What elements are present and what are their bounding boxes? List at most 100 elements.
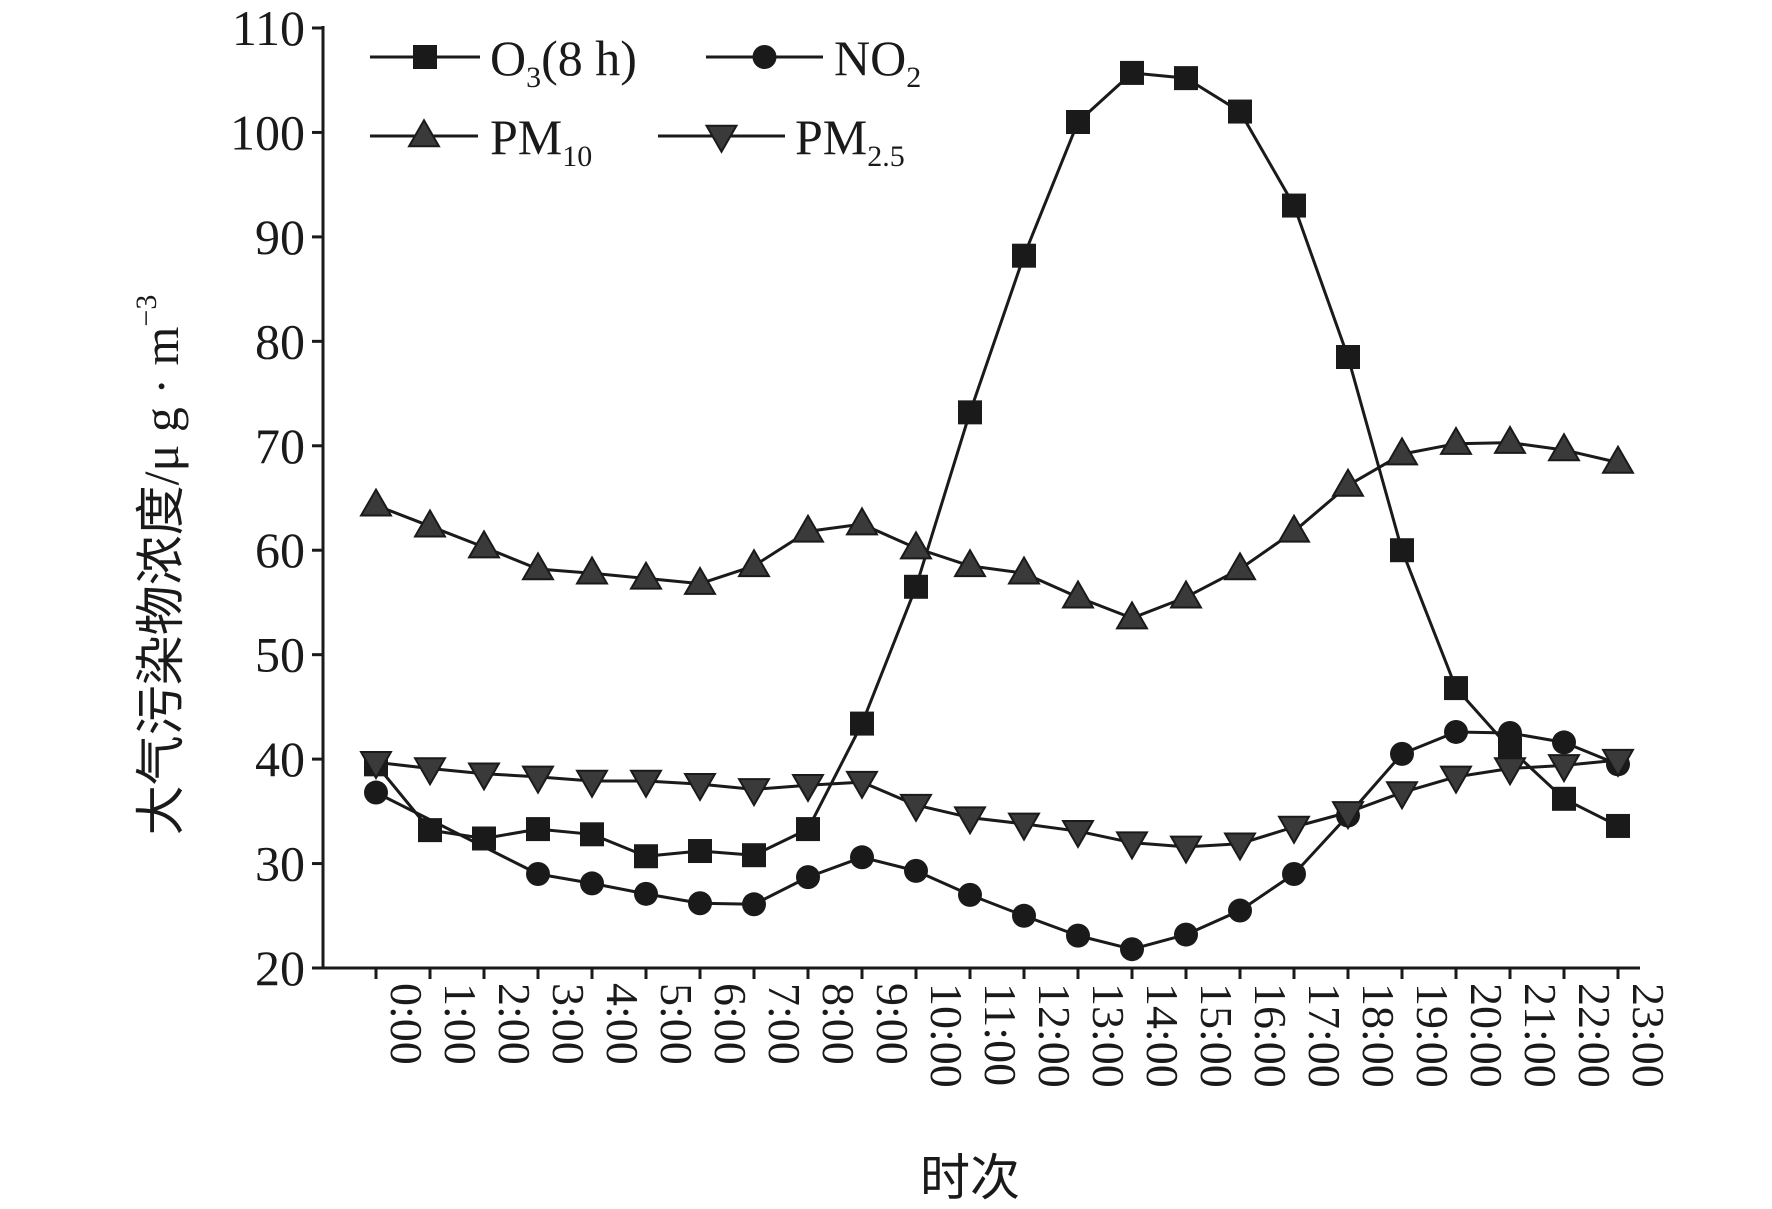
data-point [1228, 99, 1252, 124]
data-point [1277, 513, 1311, 543]
legend-label: NO2 [834, 30, 921, 94]
data-point [899, 530, 933, 560]
x-tick-label: 8:00 [813, 983, 864, 1065]
data-point [1061, 579, 1095, 609]
data-point [629, 560, 663, 590]
data-point [850, 845, 874, 870]
legend-marker [407, 118, 441, 148]
data-point [953, 806, 987, 836]
data-point [1444, 676, 1468, 701]
data-point [958, 882, 982, 907]
data-point [1223, 832, 1257, 862]
series-line [374, 71, 1619, 858]
y-axis-title-main: 大气污染物浓度/μ g · m [133, 326, 189, 835]
data-point [629, 769, 663, 799]
data-point [1120, 60, 1144, 85]
data-point [1331, 467, 1365, 497]
series-line [375, 758, 1619, 849]
x-tick-label: 21:00 [1515, 983, 1566, 1088]
data-point [737, 548, 771, 578]
x-tick-label: 14:00 [1137, 983, 1188, 1088]
data-point [521, 551, 555, 581]
legend-marker [752, 45, 777, 69]
data-point [688, 891, 712, 916]
data-point [958, 400, 982, 425]
x-tick-label: 13:00 [1083, 983, 1134, 1088]
x-tick-label: 5:00 [651, 983, 702, 1065]
series-line [375, 441, 1619, 620]
data-point [1174, 922, 1198, 947]
data-point [467, 762, 501, 792]
data-point [742, 843, 766, 868]
data-point [1012, 903, 1036, 928]
data-point [796, 865, 820, 890]
data-point [1061, 819, 1095, 849]
data-point [1385, 781, 1419, 811]
y-tick-label: 20 [255, 940, 305, 996]
data-point [683, 565, 717, 595]
data-point [1547, 754, 1581, 784]
data-point [1336, 345, 1360, 369]
data-point [1552, 730, 1576, 755]
x-tick-label: 15:00 [1191, 983, 1242, 1088]
series-3 [359, 748, 1635, 865]
series-2 [359, 424, 1635, 630]
data-point [1601, 748, 1635, 778]
data-point [1282, 862, 1306, 886]
y-tick-label: 50 [255, 627, 305, 683]
data-point [1169, 835, 1203, 865]
legend: O3(8 h) NO2 PM10 PM2.5 [370, 30, 921, 173]
legend-item: NO2 [706, 30, 921, 94]
data-point [1439, 425, 1473, 455]
data-point [688, 839, 712, 864]
legend-marker [413, 45, 437, 69]
data-point [1115, 831, 1149, 861]
data-point [1223, 551, 1257, 581]
x-tick-label: 16:00 [1245, 983, 1296, 1088]
x-tick-label: 20:00 [1461, 983, 1512, 1088]
data-point [1439, 765, 1473, 795]
x-tick-label: 19:00 [1407, 983, 1458, 1088]
y-tick-label: 30 [255, 836, 305, 892]
data-point [1493, 424, 1527, 454]
data-point [953, 548, 987, 578]
data-point [1498, 721, 1522, 745]
x-tick-label: 23:00 [1623, 983, 1674, 1088]
data-point [791, 773, 825, 803]
data-point [359, 487, 393, 517]
data-point [634, 844, 658, 869]
legend-item: PM2.5 [658, 109, 905, 173]
series-line [375, 730, 1619, 951]
x-axis-title: 时次 [920, 1150, 1020, 1206]
svg-text:大气污染物浓度/μ g · m−3: 大气污染物浓度/μ g · m−3 [130, 295, 189, 836]
y-tick-label: 100 [230, 104, 305, 160]
x-tick-label: 9:00 [867, 983, 918, 1065]
x-tick-label: 18:00 [1353, 983, 1404, 1088]
y-tick-label: 40 [255, 731, 305, 787]
data-point [1120, 937, 1144, 962]
x-tick-label: 2:00 [489, 983, 540, 1065]
legend-item: O3(8 h) [370, 30, 637, 94]
x-tick-label: 0:00 [381, 983, 432, 1065]
x-tick-label: 6:00 [705, 983, 756, 1065]
data-point [850, 711, 874, 736]
data-point [413, 757, 447, 787]
data-point [580, 871, 604, 896]
data-point [904, 574, 928, 599]
legend-marker [704, 124, 739, 154]
data-point [791, 513, 825, 543]
data-point [1277, 815, 1311, 845]
data-point [1228, 898, 1252, 923]
data-point [1552, 786, 1576, 811]
data-point [575, 769, 609, 799]
data-point [1444, 719, 1468, 744]
data-point [526, 817, 550, 842]
x-tick-label: 4:00 [597, 983, 648, 1065]
legend-item: PM10 [370, 109, 592, 173]
data-point [683, 772, 717, 802]
y-tick-label: 60 [255, 522, 305, 578]
data-point [575, 555, 609, 585]
y-tick-label: 70 [255, 418, 305, 474]
data-point [845, 770, 879, 800]
